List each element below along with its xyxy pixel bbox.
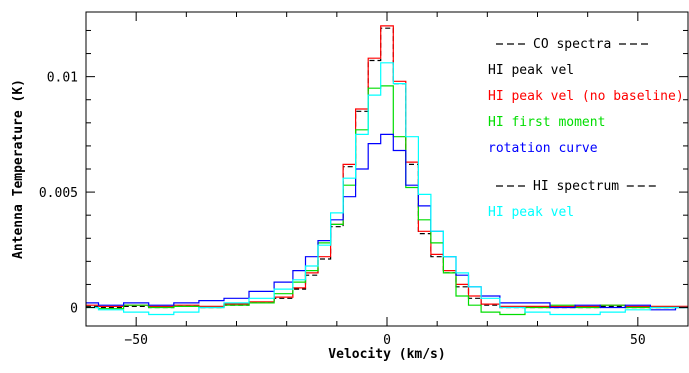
legend-group-header: HI spectrum	[533, 179, 619, 194]
x-tick-label: −50	[124, 333, 147, 348]
legend-entry: HI peak vel	[488, 205, 574, 220]
plot-frame	[85, 11, 689, 327]
y-axis-title: Antenna Temperature (K)	[11, 79, 26, 259]
series-line-4	[86, 62, 688, 316]
legend-entry: rotation curve	[488, 141, 598, 156]
x-axis-title: Velocity (km/s)	[328, 347, 445, 362]
series-line-0	[86, 27, 688, 309]
tick-layer: −50 0 50 0 0.005 0.01	[39, 12, 689, 348]
legend-group-header: CO spectra	[533, 37, 611, 52]
legend-entry: HI first moment	[488, 115, 605, 130]
legend: CO spectra HI peak vel HI peak vel (no bas…	[488, 37, 684, 220]
y-tick-label: 0.01	[47, 71, 78, 86]
x-tick-label: 50	[630, 333, 646, 348]
x-tick-label: 0	[383, 333, 391, 348]
legend-entry: HI peak vel (no baseline)	[488, 89, 684, 104]
series-line-1	[86, 25, 688, 307]
y-tick-label: 0.005	[39, 186, 78, 201]
legend-entry: HI peak vel	[488, 63, 574, 78]
series-line-3	[86, 133, 688, 311]
series-layer	[86, 25, 688, 316]
y-tick-label: 0	[70, 302, 78, 317]
